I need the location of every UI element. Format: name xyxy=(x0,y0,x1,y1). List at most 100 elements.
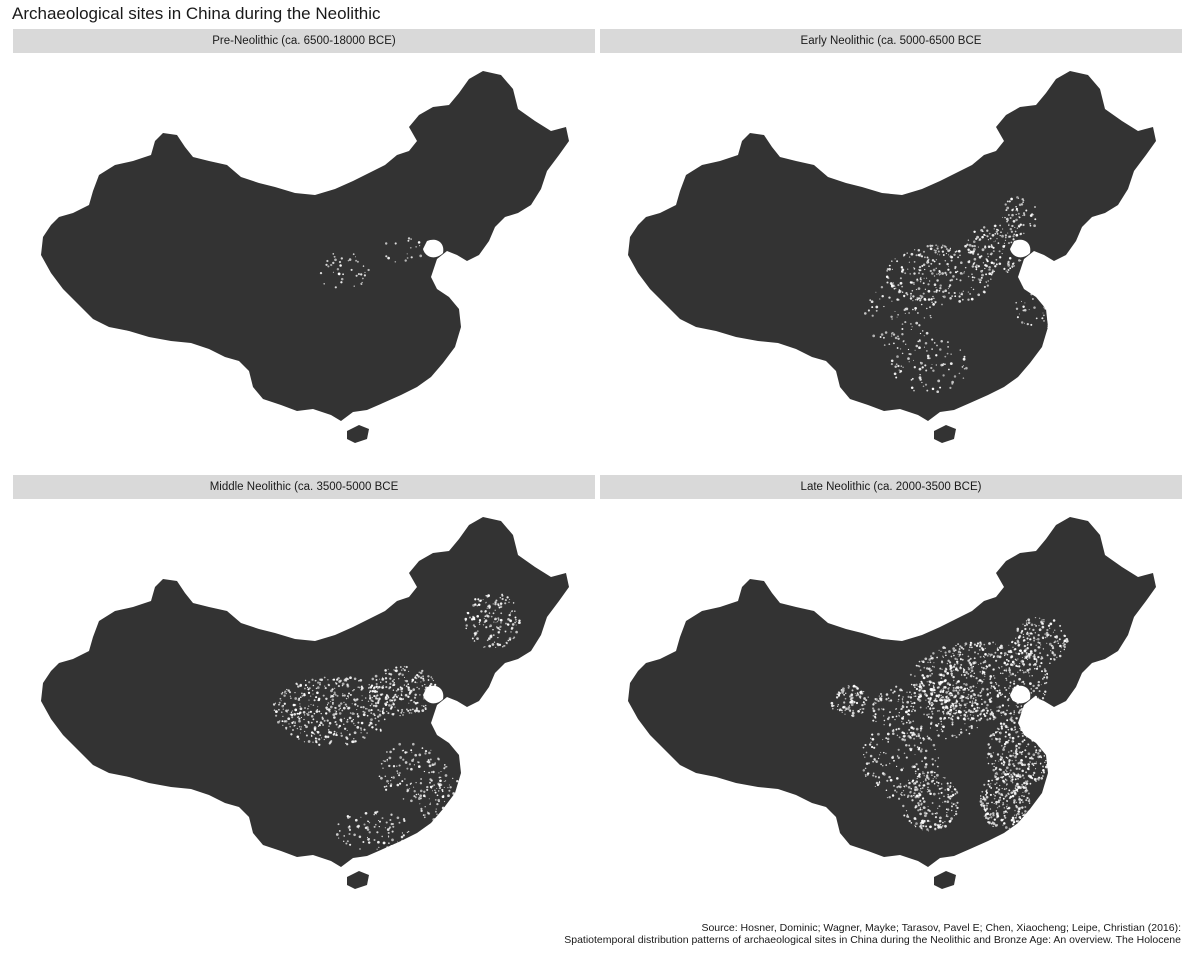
site-point xyxy=(305,734,308,737)
site-point xyxy=(928,777,930,779)
site-point xyxy=(904,312,906,314)
site-point xyxy=(942,725,945,729)
site-point xyxy=(852,709,855,712)
site-point xyxy=(969,657,972,660)
site-point xyxy=(841,711,843,713)
site-point xyxy=(424,696,426,699)
site-point xyxy=(923,317,926,319)
site-point xyxy=(1021,656,1023,659)
site-point xyxy=(944,789,946,791)
site-point xyxy=(928,280,931,282)
site-point xyxy=(920,297,922,300)
site-point xyxy=(1038,298,1041,301)
site-point xyxy=(1030,650,1032,653)
site-point xyxy=(377,719,380,722)
site-point xyxy=(364,811,368,815)
site-point xyxy=(902,735,905,738)
site-point xyxy=(1002,746,1005,749)
site-point xyxy=(1017,790,1019,793)
site-point xyxy=(376,697,379,700)
site-point xyxy=(472,616,476,620)
site-point xyxy=(1021,783,1024,786)
site-point xyxy=(1042,737,1045,740)
site-point xyxy=(913,359,914,361)
facet-panel-middle-neolithic: Middle Neolithic (ca. 3500-5000 BCE xyxy=(13,475,595,893)
site-point xyxy=(990,783,992,785)
site-point xyxy=(384,677,388,680)
site-point xyxy=(864,756,866,758)
site-point xyxy=(1016,316,1019,319)
site-point xyxy=(946,262,949,266)
site-point xyxy=(393,698,397,702)
site-point xyxy=(929,674,932,677)
site-point xyxy=(375,702,377,705)
site-point xyxy=(920,791,923,793)
site-point xyxy=(382,709,385,712)
site-point xyxy=(897,727,900,730)
site-point xyxy=(1029,761,1031,763)
site-point xyxy=(1005,794,1008,797)
site-point xyxy=(920,725,923,728)
site-point xyxy=(955,668,958,671)
site-point xyxy=(984,675,986,677)
site-point xyxy=(917,768,920,771)
site-point xyxy=(1004,810,1006,813)
site-point xyxy=(486,607,488,609)
site-point xyxy=(986,709,989,712)
site-point xyxy=(385,694,388,697)
site-point xyxy=(972,250,975,253)
site-point xyxy=(1002,794,1004,797)
site-point xyxy=(506,623,508,625)
site-point xyxy=(998,689,1001,691)
site-point xyxy=(969,714,972,716)
site-point xyxy=(340,277,344,281)
site-point xyxy=(1000,744,1003,747)
site-point xyxy=(890,315,893,319)
site-point xyxy=(913,283,915,286)
site-point xyxy=(1052,741,1054,744)
site-point xyxy=(945,252,947,255)
site-point xyxy=(1039,721,1042,725)
site-point xyxy=(1017,671,1019,673)
site-point xyxy=(970,690,972,693)
site-point xyxy=(342,693,344,695)
site-point xyxy=(870,745,874,749)
site-point xyxy=(886,732,890,736)
site-point xyxy=(359,848,361,850)
site-point xyxy=(929,244,932,248)
site-point xyxy=(388,764,391,768)
site-point xyxy=(967,667,971,671)
site-point xyxy=(1014,778,1017,781)
site-point xyxy=(1045,759,1047,762)
site-point xyxy=(947,795,951,799)
site-point xyxy=(864,773,867,776)
site-point xyxy=(408,702,410,704)
site-point xyxy=(1043,618,1045,621)
site-point xyxy=(1009,267,1012,270)
site-point xyxy=(929,314,932,317)
site-point xyxy=(369,690,372,692)
site-point xyxy=(951,718,954,721)
site-point xyxy=(960,699,964,702)
site-point xyxy=(1007,705,1010,707)
site-point xyxy=(485,595,487,597)
site-point xyxy=(982,290,986,294)
site-point xyxy=(941,668,943,671)
site-point xyxy=(396,845,399,847)
site-point xyxy=(951,694,954,697)
site-point xyxy=(327,729,330,731)
site-point xyxy=(310,735,313,737)
site-point xyxy=(1014,674,1017,677)
site-point xyxy=(391,712,394,716)
site-point xyxy=(903,785,905,788)
site-point xyxy=(939,690,942,694)
site-point xyxy=(1011,213,1014,217)
site-point xyxy=(989,655,992,657)
site-point xyxy=(451,777,454,780)
site-point xyxy=(1044,673,1047,676)
site-point xyxy=(1015,664,1018,667)
site-point xyxy=(903,738,907,742)
site-point xyxy=(1000,672,1002,675)
site-point xyxy=(910,328,912,331)
site-point xyxy=(342,706,346,710)
